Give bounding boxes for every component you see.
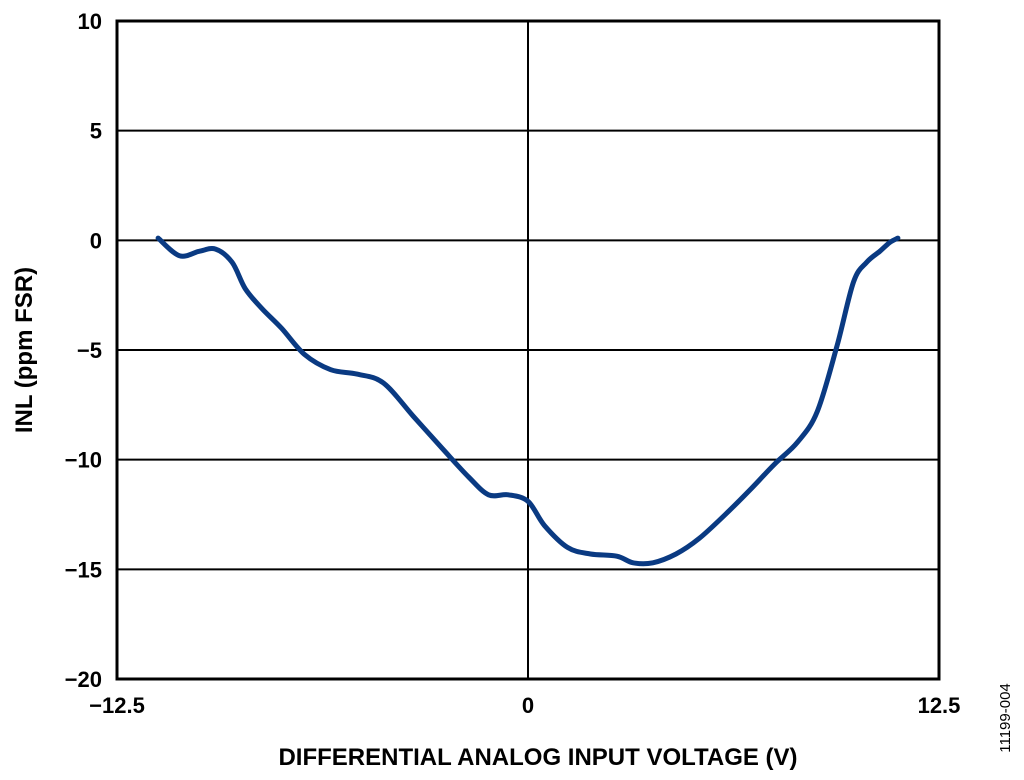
y-tick-label: −5: [77, 338, 102, 363]
x-tick-label: 0: [522, 693, 534, 718]
figure-id-label: 11199-004: [997, 683, 1014, 753]
y-tick-label: 5: [90, 119, 102, 144]
y-tick-label: 10: [78, 9, 102, 34]
y-tick-label: 0: [90, 228, 102, 253]
y-axis-title: INL (ppm FSR): [11, 267, 38, 433]
tick-labels: 10 5 0 −5 −10 −15 −20−12.5 0 12.5: [65, 9, 961, 718]
series-layer: [155, 235, 901, 567]
y-tick-label: −10: [65, 448, 102, 473]
y-tick-label: −20: [65, 667, 102, 692]
x-axis-title: DIFFERENTIAL ANALOG INPUT VOLTAGE (V): [278, 744, 797, 771]
x-tick-label: 12.5: [918, 693, 961, 718]
y-tick-label: −15: [65, 557, 102, 582]
inl-series-line: [155, 235, 901, 567]
plot-frame: [115, 19, 941, 681]
x-tick-label: −12.5: [89, 693, 145, 718]
grid-lines: [117, 20, 939, 680]
